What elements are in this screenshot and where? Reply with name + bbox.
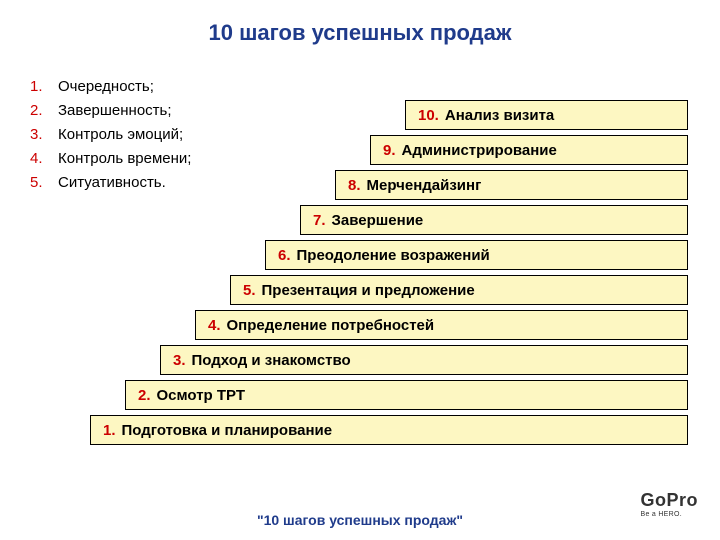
step-label: Определение потребностей	[227, 317, 435, 334]
step-number: 10.	[418, 107, 439, 124]
footer-caption: "10 шагов успешных продаж"	[0, 512, 720, 528]
step-number: 9.	[383, 142, 396, 159]
step-number: 2.	[138, 387, 151, 404]
brand-logo: GoPro Be a HERO.	[640, 490, 698, 518]
step-number: 6.	[278, 247, 291, 264]
step-bar: 4. Определение потребностей	[195, 310, 688, 340]
step-bar: 7. Завершение	[300, 205, 688, 235]
step-bar: 10. Анализ визита	[405, 100, 688, 130]
step-bar: 3. Подход и знакомство	[160, 345, 688, 375]
step-number: 3.	[173, 352, 186, 369]
step-label: Подход и знакомство	[192, 352, 351, 369]
step-bar: 5. Презентация и предложение	[230, 275, 688, 305]
step-label: Завершение	[332, 212, 424, 229]
step-bar: 1. Подготовка и планирование	[90, 415, 688, 445]
step-number: 5.	[243, 282, 256, 299]
steps-staircase: 10. Анализ визита 9. Администрирование 8. Мер…	[0, 0, 720, 540]
step-number: 1.	[103, 422, 116, 439]
logo-main-text: GoPro	[640, 490, 698, 511]
step-label: Презентация и предложение	[262, 282, 475, 299]
step-bar: 6. Преодоление возражений	[265, 240, 688, 270]
step-label: Осмотр ТРТ	[157, 387, 246, 404]
step-label: Преодоление возражений	[297, 247, 490, 264]
step-bar: 9. Администрирование	[370, 135, 688, 165]
logo-sub-text: Be a HERO.	[640, 511, 698, 518]
step-label: Администрирование	[402, 142, 557, 159]
step-bar: 8. Мерчендайзинг	[335, 170, 688, 200]
step-label: Анализ визита	[445, 107, 554, 124]
step-label: Мерчендайзинг	[367, 177, 482, 194]
step-bar: 2. Осмотр ТРТ	[125, 380, 688, 410]
step-number: 7.	[313, 212, 326, 229]
step-number: 4.	[208, 317, 221, 334]
step-label: Подготовка и планирование	[122, 422, 333, 439]
step-number: 8.	[348, 177, 361, 194]
